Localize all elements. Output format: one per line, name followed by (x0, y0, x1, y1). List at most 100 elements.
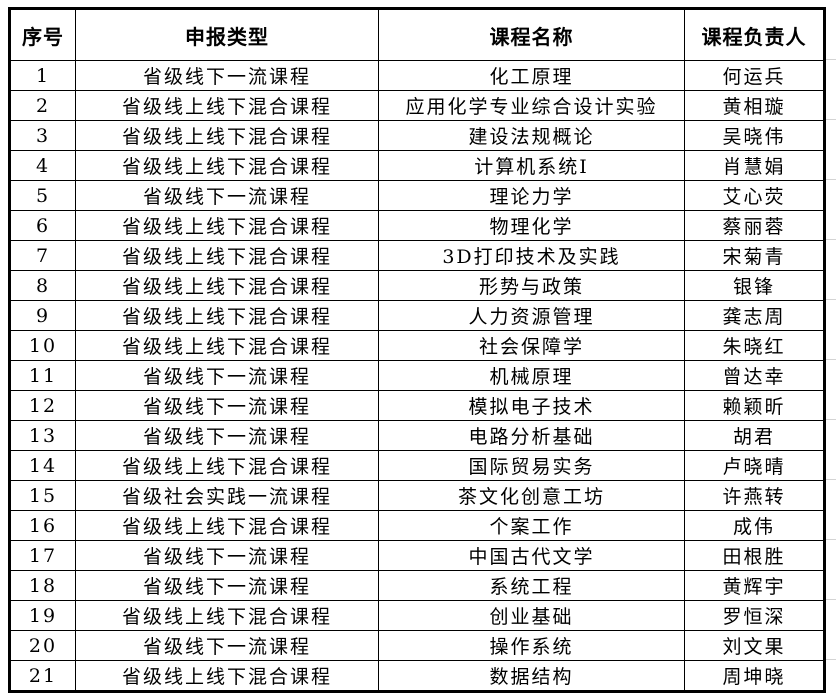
cell-type[interactable]: 省级线上线下混合课程 (75, 660, 379, 692)
cell-index[interactable]: 4 (9, 150, 76, 181)
cell-index[interactable]: 8 (9, 270, 76, 301)
cell-course-name[interactable]: 计算机系统I (378, 150, 685, 181)
cell-type[interactable]: 省级线上线下混合课程 (75, 300, 379, 331)
cell-lead[interactable]: 宋菊青 (684, 240, 825, 271)
header-type[interactable]: 申报类型 (75, 8, 379, 61)
cell-lead[interactable]: 银锋 (684, 270, 825, 301)
cell-index[interactable]: 3 (9, 120, 76, 151)
table-row: 15 省级社会实践一流课程 茶文化创意工坊 许燕转 (9, 480, 825, 511)
cell-lead[interactable]: 曾达幸 (684, 360, 825, 391)
cell-course-name[interactable]: 形势与政策 (378, 270, 685, 301)
cell-lead[interactable]: 田根胜 (684, 540, 825, 571)
cell-type[interactable]: 省级线上线下混合课程 (75, 210, 379, 241)
cell-course-name[interactable]: 应用化学专业综合设计实验 (378, 90, 685, 121)
cell-course-name[interactable]: 创业基础 (378, 600, 685, 631)
cell-type[interactable]: 省级线下一流课程 (75, 180, 379, 211)
table-row: 21 省级线上线下混合课程 数据结构 周坤晓 (9, 660, 825, 692)
cell-type[interactable]: 省级线上线下混合课程 (75, 90, 379, 121)
cell-type[interactable]: 省级线上线下混合课程 (75, 240, 379, 271)
cell-index[interactable]: 20 (9, 630, 76, 661)
table-row: 3 省级线上线下混合课程 建设法规概论 吴晓伟 (9, 120, 825, 151)
cell-type[interactable]: 省级线下一流课程 (75, 360, 379, 391)
cell-lead[interactable]: 何运兵 (684, 60, 825, 91)
cell-index[interactable]: 15 (9, 480, 76, 511)
cell-type[interactable]: 省级线下一流课程 (75, 630, 379, 661)
cell-lead[interactable]: 刘文果 (684, 630, 825, 661)
cell-course-name[interactable]: 物理化学 (378, 210, 685, 241)
table-row: 4 省级线上线下混合课程 计算机系统I 肖慧娟 (9, 150, 825, 181)
cell-lead[interactable]: 赖颖昕 (684, 390, 825, 421)
cell-type[interactable]: 省级线上线下混合课程 (75, 600, 379, 631)
cell-course-name[interactable]: 理论力学 (378, 180, 685, 211)
cell-index[interactable]: 14 (9, 450, 76, 481)
cell-course-name[interactable]: 机械原理 (378, 360, 685, 391)
cell-type[interactable]: 省级线上线下混合课程 (75, 270, 379, 301)
cell-type[interactable]: 省级线下一流课程 (75, 570, 379, 601)
table-row: 8 省级线上线下混合课程 形势与政策 银锋 (9, 270, 825, 301)
cell-lead[interactable]: 艾心荧 (684, 180, 825, 211)
cell-lead[interactable]: 龚志周 (684, 300, 825, 331)
cell-index[interactable]: 19 (9, 600, 76, 631)
cell-course-name[interactable]: 人力资源管理 (378, 300, 685, 331)
cell-type[interactable]: 省级线上线下混合课程 (75, 120, 379, 151)
header-course-name[interactable]: 课程名称 (378, 8, 685, 61)
cell-course-name[interactable]: 中国古代文学 (378, 540, 685, 571)
cell-course-name[interactable]: 操作系统 (378, 630, 685, 661)
cell-index[interactable]: 12 (9, 390, 76, 421)
cell-lead[interactable]: 吴晓伟 (684, 120, 825, 151)
cell-lead[interactable]: 蔡丽蓉 (684, 210, 825, 241)
cell-course-name[interactable]: 社会保障学 (378, 330, 685, 361)
cell-index[interactable]: 13 (9, 420, 76, 451)
cell-course-name[interactable]: 个案工作 (378, 510, 685, 541)
table-row: 6 省级线上线下混合课程 物理化学 蔡丽蓉 (9, 210, 825, 241)
cell-lead[interactable]: 卢晓晴 (684, 450, 825, 481)
cell-index[interactable]: 18 (9, 570, 76, 601)
course-table: 序号 申报类型 课程名称 课程负责人 1 省级线下一流课程 化工原理 何运兵 2 省级线上… (8, 7, 826, 693)
cell-lead[interactable]: 成伟 (684, 510, 825, 541)
cell-course-name[interactable]: 电路分析基础 (378, 420, 685, 451)
cell-lead[interactable]: 罗恒深 (684, 600, 825, 631)
cell-index[interactable]: 7 (9, 240, 76, 271)
cell-type[interactable]: 省级线上线下混合课程 (75, 150, 379, 181)
cell-type[interactable]: 省级线上线下混合课程 (75, 330, 379, 361)
cell-lead[interactable]: 黄相璇 (684, 90, 825, 121)
cell-type[interactable]: 省级线下一流课程 (75, 540, 379, 571)
cell-course-name[interactable]: 建设法规概论 (378, 120, 685, 151)
header-index[interactable]: 序号 (9, 8, 76, 61)
cell-index[interactable]: 1 (9, 60, 76, 91)
cell-type[interactable]: 省级线下一流课程 (75, 420, 379, 451)
cell-index[interactable]: 10 (9, 330, 76, 361)
cell-index[interactable]: 21 (9, 660, 76, 692)
cell-lead[interactable]: 肖慧娟 (684, 150, 825, 181)
cell-course-name[interactable]: 化工原理 (378, 60, 685, 91)
cell-index[interactable]: 2 (9, 90, 76, 121)
cell-lead[interactable]: 黄辉宇 (684, 570, 825, 601)
cell-lead[interactable]: 胡君 (684, 420, 825, 451)
cell-index[interactable]: 16 (9, 510, 76, 541)
table-row: 11 省级线下一流课程 机械原理 曾达幸 (9, 360, 825, 391)
cell-course-name[interactable]: 模拟电子技术 (378, 390, 685, 421)
cell-type[interactable]: 省级线下一流课程 (75, 390, 379, 421)
cell-index[interactable]: 11 (9, 360, 76, 391)
table-row: 9 省级线上线下混合课程 人力资源管理 龚志周 (9, 300, 825, 331)
cell-course-name[interactable]: 系统工程 (378, 570, 685, 601)
cell-course-name[interactable]: 国际贸易实务 (378, 450, 685, 481)
cell-index[interactable]: 9 (9, 300, 76, 331)
cell-type[interactable]: 省级社会实践一流课程 (75, 480, 379, 511)
table-row: 12 省级线下一流课程 模拟电子技术 赖颖昕 (9, 390, 825, 421)
cell-course-name[interactable]: 茶文化创意工坊 (378, 480, 685, 511)
cell-lead[interactable]: 朱晓红 (684, 330, 825, 361)
cell-type[interactable]: 省级线下一流课程 (75, 60, 379, 91)
cell-type[interactable]: 省级线上线下混合课程 (75, 510, 379, 541)
table-row: 1 省级线下一流课程 化工原理 何运兵 (9, 60, 825, 91)
cell-index[interactable]: 6 (9, 210, 76, 241)
table-row: 13 省级线下一流课程 电路分析基础 胡君 (9, 420, 825, 451)
cell-index[interactable]: 5 (9, 180, 76, 211)
cell-course-name[interactable]: 数据结构 (378, 660, 685, 692)
cell-course-name[interactable]: 3D打印技术及实践 (378, 240, 685, 271)
cell-index[interactable]: 17 (9, 540, 76, 571)
cell-lead[interactable]: 周坤晓 (684, 660, 825, 692)
cell-lead[interactable]: 许燕转 (684, 480, 825, 511)
cell-type[interactable]: 省级线上线下混合课程 (75, 450, 379, 481)
header-lead[interactable]: 课程负责人 (684, 8, 825, 61)
